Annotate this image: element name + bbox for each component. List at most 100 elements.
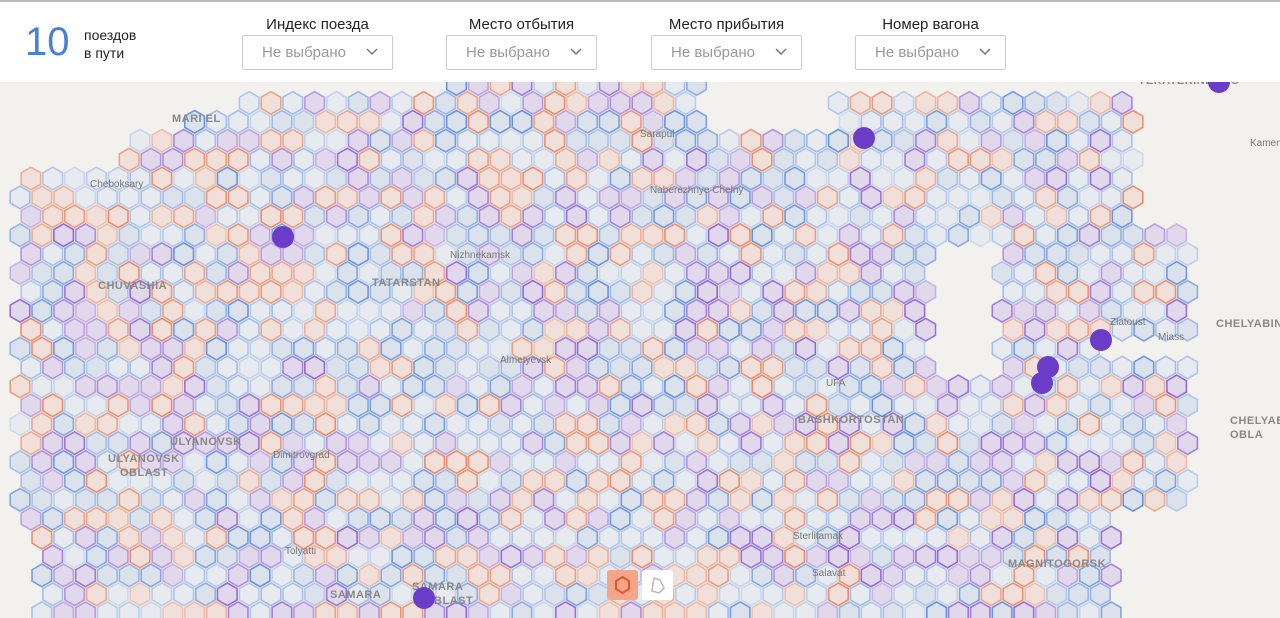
hex-cell: [718, 204, 740, 229]
hex-cell: [696, 241, 719, 267]
hex-cell: [1024, 393, 1046, 418]
hex-cell: [1122, 487, 1144, 513]
hex-cell: [325, 468, 348, 494]
hex-cell: [795, 411, 817, 437]
hex-cell: [260, 241, 282, 267]
train-marker[interactable]: [1208, 82, 1230, 93]
hex-cell: [718, 279, 740, 305]
hex-cell: [1089, 204, 1111, 229]
hex-cell: [707, 374, 729, 399]
hex-cell: [336, 374, 358, 399]
area-view-toggle[interactable]: [642, 570, 673, 600]
hex-view-toggle[interactable]: [607, 570, 638, 600]
hex-cell: [642, 411, 664, 437]
hex-cell: [576, 487, 599, 513]
hex-cell: [140, 185, 162, 210]
hex-cell: [925, 185, 948, 210]
hex-cell: [129, 166, 151, 191]
hex-cell: [74, 600, 97, 618]
hex-cell: [42, 544, 64, 569]
hex-cell: [456, 430, 479, 456]
hex-cell: [85, 241, 107, 267]
hex-cell: [478, 128, 500, 153]
hex-cell: [42, 204, 64, 229]
hex-cell: [151, 128, 173, 153]
hex-cell: [565, 582, 588, 607]
filter-label: Номер вагона: [882, 16, 979, 33]
hex-cell: [664, 185, 686, 210]
hex-cell: [336, 147, 358, 172]
map[interactable]: MARI EL Cheboksary CHUVASHIA TATARSTAN Nizhn…: [0, 82, 1280, 618]
hex-cell: [1122, 260, 1144, 286]
hex-cell: [489, 374, 511, 399]
hex-cell: [795, 600, 817, 618]
filter-select[interactable]: Не выбрано: [242, 35, 393, 70]
hex-cell: [402, 563, 424, 588]
hex-cell: [533, 298, 555, 324]
hex-cell: [991, 336, 1013, 361]
hex-cell: [369, 204, 391, 229]
train-marker[interactable]: [1031, 372, 1053, 394]
hex-cell: [707, 185, 729, 210]
hex-cell: [489, 185, 511, 210]
hex-cell: [511, 82, 533, 97]
filter-select[interactable]: Не выбрано: [446, 35, 597, 70]
hex-cell: [674, 90, 697, 116]
hex-cell: [904, 449, 926, 475]
hex-cell: [282, 430, 304, 456]
hex-cell: [620, 487, 642, 513]
hex-cell: [413, 279, 435, 305]
hex-cell: [325, 506, 348, 531]
hex-cell: [260, 582, 282, 607]
hex-cell: [358, 109, 380, 135]
hex-cell: [369, 393, 391, 418]
hex-cell: [467, 563, 489, 588]
hex-cell: [1089, 279, 1111, 305]
hex-cell: [380, 563, 402, 588]
hex-cell: [336, 411, 358, 437]
hex-cell: [478, 279, 500, 305]
hex-cell: [838, 222, 860, 248]
hex-cell: [653, 468, 675, 494]
hex-cell: [380, 298, 402, 324]
hex-cell: [1100, 411, 1122, 437]
hex-cell: [500, 355, 522, 380]
hex-cell: [391, 355, 413, 380]
hex-cell: [1078, 525, 1100, 550]
train-marker[interactable]: [1090, 329, 1112, 351]
hex-cell: [1078, 222, 1100, 248]
hex-cell: [1100, 260, 1122, 286]
map-label: Miass: [1158, 332, 1184, 343]
hex-cell: [729, 222, 751, 248]
hex-cell: [282, 241, 304, 267]
hex-cell: [489, 336, 511, 361]
hex-cell: [1013, 185, 1035, 210]
hex-cell: [685, 487, 708, 513]
hex-cell: [696, 544, 719, 569]
hex-cell: [1067, 544, 1089, 569]
train-marker[interactable]: [853, 127, 875, 149]
hex-cell: [194, 279, 217, 305]
hex-cell: [358, 449, 380, 475]
hex-cell: [544, 393, 566, 418]
train-marker[interactable]: [413, 587, 435, 609]
hex-cell: [1089, 393, 1111, 418]
filter-label: Место прибытия: [668, 16, 785, 33]
hex-cell: [936, 166, 959, 191]
filter-select[interactable]: Не выбрано: [855, 35, 1006, 70]
hex-cell: [205, 298, 227, 324]
hex-cell: [380, 487, 402, 513]
hex-cell: [609, 468, 631, 494]
hex-cell: [773, 525, 795, 550]
hex-cell: [1057, 298, 1079, 324]
hex-cell: [336, 563, 358, 588]
hex-cell: [565, 355, 588, 380]
hex-cell: [904, 185, 926, 210]
hex-cell: [773, 449, 795, 475]
filter-select[interactable]: Не выбрано: [651, 35, 802, 70]
hex-cell: [740, 468, 762, 494]
hex-cell: [445, 82, 468, 97]
hex-cell: [293, 411, 315, 437]
train-marker[interactable]: [272, 226, 294, 248]
hex-cell: [631, 468, 653, 494]
